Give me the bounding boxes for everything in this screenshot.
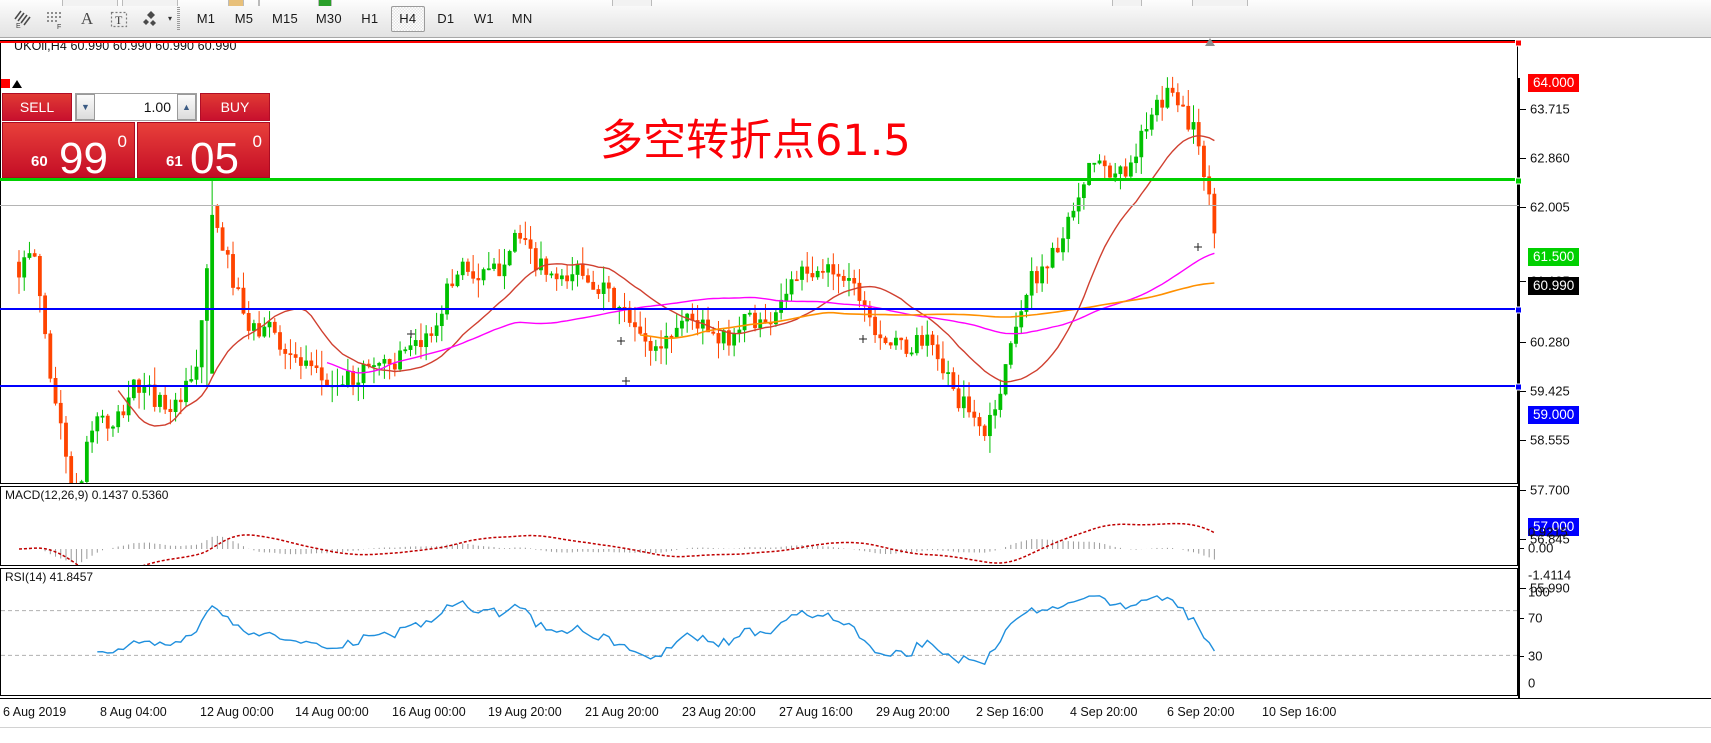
octp-price-row: 60 99 0 61 05 0 [2,122,270,183]
rsi-tick-30: 30 [1528,648,1543,664]
rsi-tick-100: 100 [1528,584,1550,600]
toolbar-handle-stub-2[interactable] [122,0,178,6]
resistance-line-64[interactable] [0,39,1522,47]
time-tick-4: 16 Aug 00:00 [392,705,466,719]
chart-annotation-text[interactable]: 多空转折点61.5 [600,116,911,166]
price-tick-56845: 56.845 [1530,531,1570,547]
ask-price-main: 05 [190,134,239,183]
volume-value[interactable]: 1.00 [143,99,171,115]
octp-header-row: SELL ▼ 1.00 ▲ BUY [2,93,270,121]
price-tick-62005: 62.005 [1530,199,1570,215]
price-scale[interactable]: 64.000 63.715 62.860 62.005 61.500 61.13… [1518,74,1711,698]
price-tick-55990: 55.990 [1530,580,1570,596]
text-label-icon[interactable]: A [80,8,94,28]
main-toolbar: E F A T [0,0,1711,38]
ask-price-button[interactable]: 61 05 0 [137,122,270,183]
price-tick-57700: 57.700 [1530,482,1570,498]
objects-dropdown-caret-icon[interactable]: ▾ [168,14,173,23]
time-tick-5: 19 Aug 20:00 [488,705,562,719]
price-tick-59425: 59.425 [1530,383,1570,399]
bid-price-integer: 60 [31,153,48,170]
toolbar-handle-stub-4 [258,0,260,6]
svg-text:T: T [115,13,123,27]
toolbar-handle-stub-8[interactable] [1192,0,1248,6]
volume-decrease-button[interactable]: ▼ [76,94,95,120]
bid-price-main: 99 [59,134,108,183]
text-object-icon[interactable]: T [104,5,134,33]
time-tick-13: 10 Sep 16:00 [1262,705,1337,719]
timeframe-m1[interactable]: M1 [196,11,216,26]
macd-tick-max: 0.9215 [1528,524,1568,540]
macd-plot [18,522,1215,565]
bid-price-point: 0 [117,132,127,151]
macd-pane[interactable] [0,486,1518,566]
timeframe-w1[interactable]: W1 [473,11,494,26]
support-line-59[interactable] [0,306,1522,314]
rsi-indicator-label: RSI(14) 41.8457 [5,570,94,584]
toolbar-handle-stub-6[interactable] [612,0,652,6]
ask-price-integer: 61 [166,153,183,170]
ask-price-point: 0 [252,132,262,151]
price-badge-60990: 60.990 [1528,277,1580,295]
rsi-plot [1,595,1517,666]
price-badge-59000[interactable]: 59.000 [1528,406,1580,424]
timeframe-m30[interactable]: M30 [315,11,342,26]
one-click-trading-panel[interactable]: SELL ▼ 1.00 ▲ BUY 60 99 0 61 05 0 [2,93,270,183]
objects-icon[interactable] [136,5,166,33]
time-tick-8: 27 Aug 16:00 [779,705,853,719]
chart-area[interactable]: MACD(12,26,9) 0.1437 0.5360 RSI(14) 41.8… [0,38,1711,743]
timeframe-h4[interactable]: H4 [390,5,425,32]
chart-shift-marker[interactable] [1205,38,1215,46]
time-tick-1: 8 Aug 04:00 [100,705,167,719]
bid-price-button[interactable]: 60 99 0 [2,122,135,183]
svg-text:E: E [16,23,21,30]
rsi-tick-70: 70 [1528,610,1543,626]
time-tick-11: 4 Sep 20:00 [1070,705,1138,719]
rsi-tick-0: 0 [1528,675,1536,691]
time-tick-12: 6 Sep 20:00 [1167,705,1235,719]
price-tick-63715: 63.715 [1530,101,1570,117]
price-tick-60280: 60.280 [1530,334,1570,350]
time-scale[interactable]: 6 Aug 2019 8 Aug 04:00 12 Aug 00:00 14 A… [0,698,1711,743]
sell-button[interactable]: SELL [2,93,72,121]
timeframe-m5[interactable]: M5 [234,11,254,26]
time-tick-9: 29 Aug 20:00 [876,705,950,719]
timeframe-h1[interactable]: H1 [361,11,379,26]
time-tick-0: 6 Aug 2019 [3,705,67,719]
toolbar-separator [177,6,181,31]
price-badge-64000[interactable]: 64.000 [1528,74,1580,92]
time-tick-2: 12 Aug 00:00 [200,705,274,719]
price-badge-61500[interactable]: 61.500 [1528,248,1580,266]
volume-increase-button[interactable]: ▲ [177,94,196,120]
last-price-line [0,205,1519,206]
timeframe-mn[interactable]: MN [511,11,533,26]
indicator-list-icon[interactable]: F [40,5,70,33]
time-tick-7: 23 Aug 20:00 [682,705,756,719]
rsi-pane[interactable] [0,568,1518,696]
chart-expand-arrow-icon[interactable] [12,80,22,88]
support-line-57[interactable] [0,383,1522,391]
time-tick-3: 14 Aug 00:00 [295,705,369,719]
toolbar-handle-stub-3[interactable] [228,0,244,6]
macd-tick-min: -1.4114 [1528,567,1572,583]
price-tick-58555: 58.555 [1530,432,1570,448]
macd-tick-zero: 0.00 [1528,540,1554,556]
chart-close-marker[interactable] [1,79,10,88]
toolbar-handle-stub-1[interactable] [62,0,118,6]
expert-advisors-icon[interactable]: E [8,5,38,33]
toolbar-handle-stub-7[interactable] [1112,0,1142,6]
timeframe-m15[interactable]: M15 [272,11,298,26]
volume-stepper[interactable]: ▼ 1.00 ▲ [75,93,197,121]
price-tick-62860: 62.860 [1530,150,1570,166]
time-tick-6: 21 Aug 20:00 [585,705,659,719]
time-scale-divider [0,727,1711,728]
toolbar-handle-stub-5[interactable] [318,0,332,6]
buy-button[interactable]: BUY [200,93,270,121]
timeframe-d1[interactable]: D1 [437,11,455,26]
price-badge-57000[interactable]: 57.000 [1528,518,1580,536]
svg-text:F: F [57,24,61,30]
macd-indicator-label: MACD(12,26,9) 0.1437 0.5360 [5,488,169,502]
time-tick-10: 2 Sep 16:00 [976,705,1044,719]
